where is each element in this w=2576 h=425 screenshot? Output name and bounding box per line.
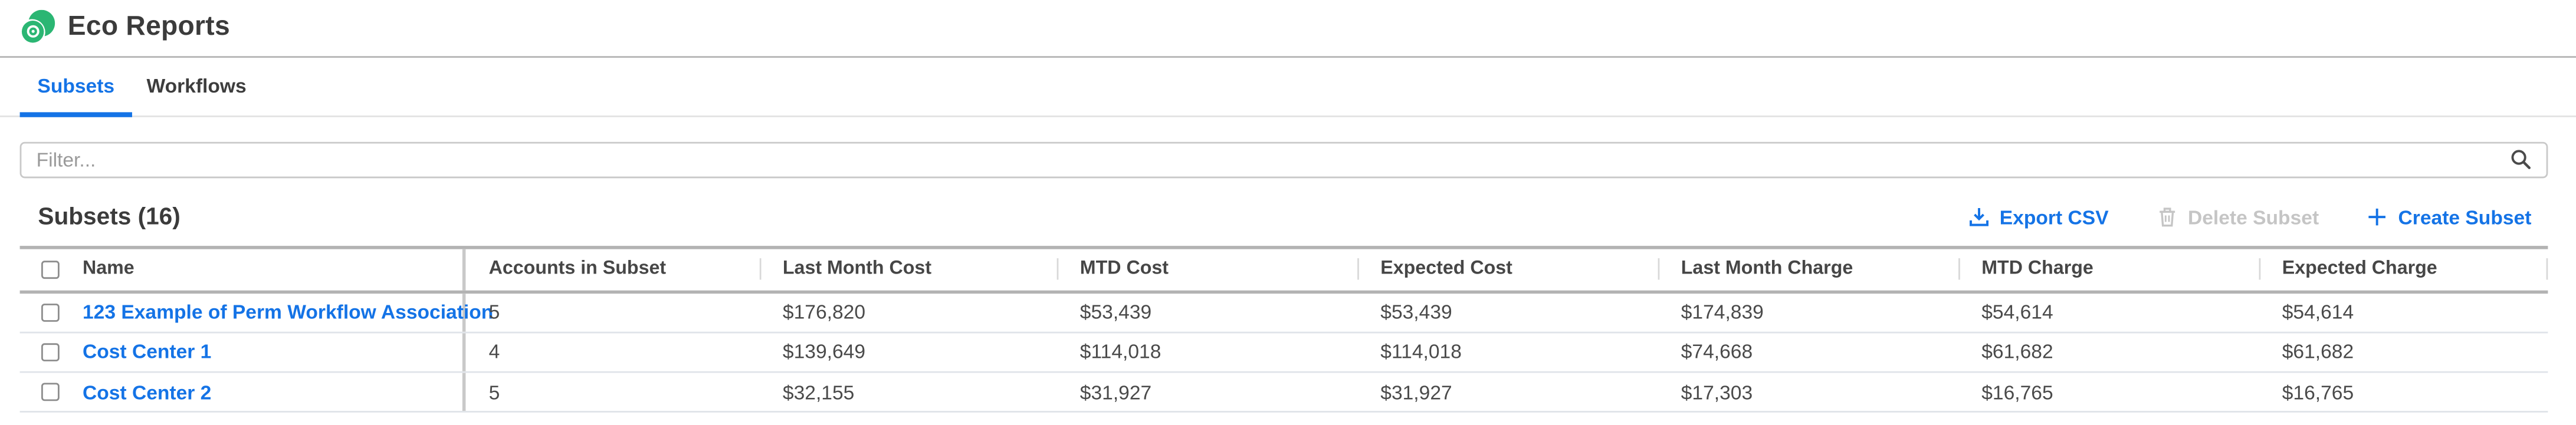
row-name-cell: Cost Center 2 [20,373,466,412]
subsets-table: Name Accounts in Subset Last Month Cost … [19,245,2548,413]
select-all-checkbox[interactable] [41,259,60,278]
filter-input[interactable] [19,141,2548,177]
tab-subsets[interactable]: Subsets [19,57,132,117]
column-header-expected-charge: Expected Charge [2259,248,2548,289]
expected-charge-value: $61,682 [2282,340,2354,364]
row-name-cell: Cost Center 1 [20,332,466,372]
subsets-count-heading: Subsets (16) [38,203,181,230]
mtd-charge-value: $16,765 [1981,380,2053,404]
accounts-in-subset-value: 4 [488,340,500,364]
accounts-in-subset-value: 5 [488,300,500,324]
filter-row [19,141,2548,177]
expected-charge-value: $54,614 [2282,300,2354,324]
expected-cost-value: $114,018 [1380,340,1462,364]
table-header-name-cell: Name [20,248,466,290]
accounts-in-subset-value: 5 [488,380,500,404]
subset-name-link[interactable]: Cost Center 1 [82,340,212,364]
table-row: Cost Center 1 4 $139,649 $114,018 $114,0… [19,332,2548,373]
delete-subset-button[interactable]: Delete Subset [2157,206,2319,229]
last-month-charge-value: $17,303 [1681,380,1753,404]
download-icon [1969,208,1988,226]
row-checkbox[interactable] [41,303,60,321]
expected-cost-value: $53,439 [1380,300,1452,324]
column-header-expected-cost: Expected Cost [1357,248,1658,289]
table-row: Cost Center 2 5 $32,155 $31,927 $31,927 … [19,373,2548,413]
trash-icon [2159,207,2175,227]
subset-name-link[interactable]: 123 Example of Perm Workflow Association [82,300,494,324]
column-header-mtd-cost: MTD Cost [1057,248,1357,289]
subsets-toolbar: Subsets (16) Export CSV Delete S [20,200,2548,233]
last-month-cost-value: $32,155 [782,380,855,404]
mtd-cost-value: $53,439 [1079,300,1152,324]
column-header-mtd-charge: MTD Charge [1958,248,2259,289]
expected-cost-value: $31,927 [1380,380,1452,404]
tab-workflows-label: Workflows [146,74,247,98]
export-csv-label: Export CSV [1999,205,2109,229]
table-row: 123 Example of Perm Workflow Association… [19,292,2548,333]
column-header-accounts-in-subset: Accounts in Subset [488,259,667,279]
last-month-charge-value: $74,668 [1681,340,1753,364]
last-month-cost-value: $139,649 [782,340,866,364]
eco-reports-logo-icon [19,9,55,45]
plus-icon [2369,208,2386,226]
column-header-last-month-cost: Last Month Cost [760,248,1057,289]
mtd-charge-value: $54,614 [1981,300,2053,324]
create-subset-button[interactable]: Create Subset [2367,206,2531,229]
tab-bar: Subsets Workflows [0,57,2576,117]
mtd-cost-value: $114,018 [1079,340,1161,364]
row-checkbox[interactable] [41,343,60,361]
last-month-charge-value: $174,839 [1681,300,1764,324]
delete-subset-label: Delete Subset [2187,205,2319,229]
create-subset-label: Create Subset [2398,205,2532,229]
toolbar-actions: Export CSV Delete Subset Create Subset [1968,206,2548,229]
export-csv-button[interactable]: Export CSV [1968,206,2109,229]
app-header: Eco Reports [0,0,2576,57]
table-header-row: Name Accounts in Subset Last Month Cost … [19,248,2548,293]
row-name-cell: 123 Example of Perm Workflow Association [20,292,493,332]
mtd-charge-value: $61,682 [1981,340,2053,364]
tab-workflows[interactable]: Workflows [132,57,261,115]
tab-subsets-label: Subsets [37,74,115,98]
row-checkbox[interactable] [41,383,60,401]
mtd-cost-value: $31,927 [1079,380,1152,404]
last-month-cost-value: $176,820 [782,300,866,324]
expected-charge-value: $16,765 [2282,380,2354,404]
subset-name-link[interactable]: Cost Center 2 [82,380,212,404]
column-header-name: Name [82,259,134,279]
column-header-last-month-charge: Last Month Charge [1658,248,1958,289]
page-title: Eco Reports [67,12,230,42]
